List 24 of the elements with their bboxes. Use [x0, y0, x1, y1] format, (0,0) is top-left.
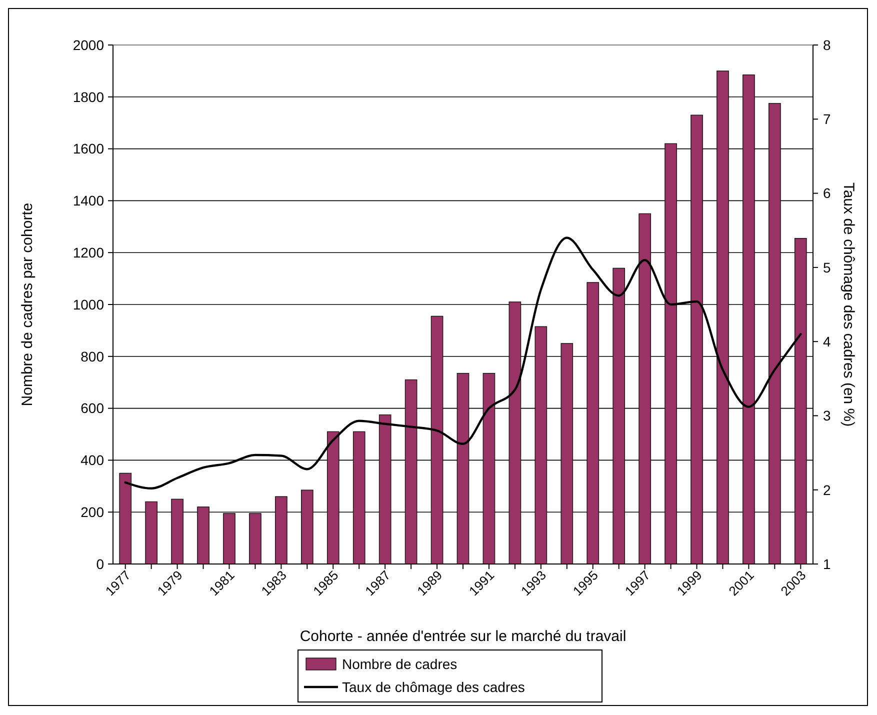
y2-tick-label: 3 — [823, 408, 831, 424]
y2-axis-title: Taux de chômage des cadres (en %) — [840, 182, 857, 427]
y-tick-label: 1000 — [72, 296, 104, 312]
legend-label: Nombre de cadres — [342, 656, 458, 672]
y-tick-label: 800 — [80, 348, 104, 364]
y2-tick-label: 8 — [823, 36, 831, 53]
y-tick-label: 1800 — [72, 88, 104, 105]
y-tick-label: 2000 — [72, 36, 104, 53]
y2-tick-label: 6 — [823, 185, 831, 202]
y2-tick-label: 7 — [823, 111, 831, 128]
x-axis-title: Cohorte - année d'entrée sur le marché du travail — [300, 628, 626, 645]
y2-tick-label: 2 — [823, 482, 831, 498]
y-tick-label: 1600 — [72, 140, 104, 157]
y-tick-label: 0 — [96, 556, 104, 572]
y2-tick-label: 1 — [823, 556, 831, 572]
y2-tick-label: 5 — [823, 259, 831, 276]
y-tick-label: 1200 — [72, 244, 104, 260]
y-tick-label: 1400 — [72, 192, 104, 209]
y-axis-title: Nombre de cadres par cohorte — [19, 202, 36, 406]
y-tick-label: 600 — [80, 400, 104, 416]
y-tick-label: 400 — [80, 452, 104, 468]
legend-label: Taux de chômage des cadres — [342, 678, 525, 695]
y-tick-label: 200 — [80, 504, 104, 520]
y2-tick-label: 4 — [823, 333, 831, 350]
